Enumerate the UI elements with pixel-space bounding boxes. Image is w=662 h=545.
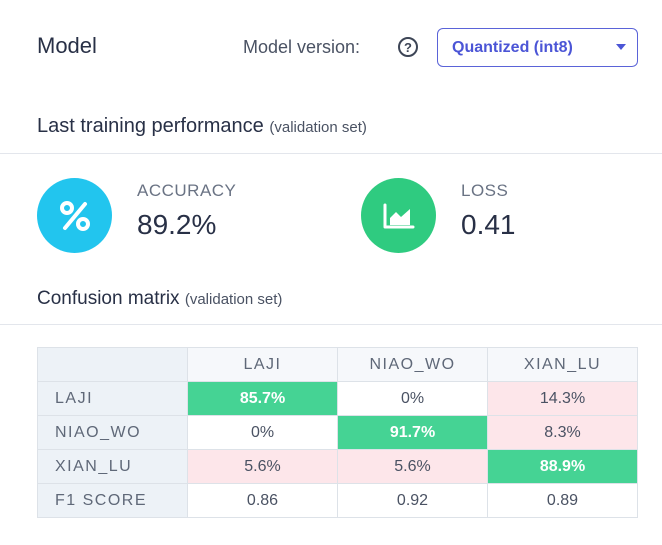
- divider: [0, 324, 662, 325]
- confusion-heading: Confusion matrix (validation set): [37, 288, 282, 310]
- table-row: NIAO_WO 0% 91.7% 8.3%: [37, 415, 638, 450]
- matrix-cell: 0%: [187, 415, 338, 450]
- matrix-cell: 88.9%: [487, 449, 638, 484]
- column-header: XIAN_LU: [487, 347, 638, 382]
- model-version-value: Quantized (int8): [452, 38, 573, 56]
- matrix-cell: 0%: [337, 381, 488, 416]
- matrix-cell: 91.7%: [337, 415, 488, 450]
- accuracy-label: ACCURACY: [137, 181, 237, 200]
- divider: [0, 153, 662, 154]
- area-chart-icon: [361, 178, 436, 253]
- accuracy-metric: ACCURACY 89.2%: [37, 173, 297, 253]
- matrix-cell: 8.3%: [487, 415, 638, 450]
- table-header-row: LAJI NIAO_WO XIAN_LU: [37, 347, 638, 382]
- column-header: NIAO_WO: [337, 347, 488, 382]
- f1-label: F1 SCORE: [37, 483, 188, 518]
- loss-value: 0.41: [461, 209, 516, 240]
- matrix-cell: 5.6%: [187, 449, 338, 484]
- matrix-cell: 5.6%: [337, 449, 488, 484]
- matrix-cell: 14.3%: [487, 381, 638, 416]
- row-header: NIAO_WO: [37, 415, 188, 450]
- help-icon[interactable]: ?: [398, 37, 418, 57]
- performance-heading: Last training performance (validation se…: [37, 115, 367, 138]
- row-header: XIAN_LU: [37, 449, 188, 484]
- f1-cell: 0.92: [337, 483, 488, 518]
- performance-title: Last training performance: [37, 115, 264, 137]
- row-header: LAJI: [37, 381, 188, 416]
- table-row: LAJI 85.7% 0% 14.3%: [37, 381, 638, 416]
- caret-down-icon: [616, 44, 626, 50]
- matrix-cell: 85.7%: [187, 381, 338, 416]
- model-header: Model Model version: ? Quantized (int8): [0, 0, 662, 95]
- corner-cell: [37, 347, 188, 382]
- page-title: Model: [37, 33, 97, 58]
- f1-cell: 0.89: [487, 483, 638, 518]
- f1-cell: 0.86: [187, 483, 338, 518]
- model-version-select[interactable]: Quantized (int8): [437, 28, 638, 67]
- table-row: XIAN_LU 5.6% 5.6% 88.9%: [37, 449, 638, 484]
- accuracy-value: 89.2%: [137, 209, 217, 240]
- performance-subtitle: (validation set): [269, 119, 367, 136]
- column-header: LAJI: [187, 347, 338, 382]
- confusion-matrix: LAJI NIAO_WO XIAN_LU LAJI 85.7% 0% 14.3%…: [37, 347, 638, 518]
- percent-icon: [37, 178, 112, 253]
- f1-row: F1 SCORE 0.86 0.92 0.89: [37, 483, 638, 518]
- confusion-title: Confusion matrix: [37, 288, 180, 309]
- loss-label: LOSS: [461, 181, 509, 200]
- confusion-subtitle: (validation set): [184, 291, 283, 308]
- loss-metric: LOSS 0.41: [361, 173, 601, 253]
- model-version-label: Model version:: [243, 37, 361, 57]
